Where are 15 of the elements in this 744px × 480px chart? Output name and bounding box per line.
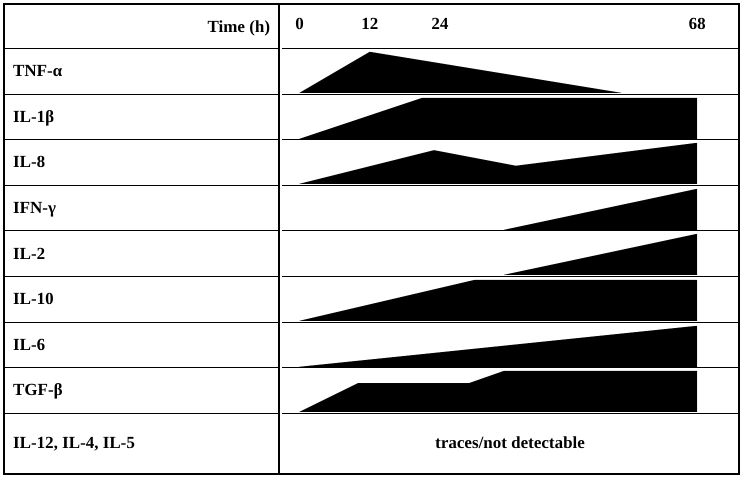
x-axis-title: Time (h): [5, 5, 280, 48]
y-axis-title: IL-10: [5, 276, 280, 322]
y-axis-title: IL-8: [5, 139, 280, 185]
y-axis-title: IL-1β: [5, 94, 280, 140]
x-tick-label: 24: [431, 14, 449, 33]
text: traces/not detectable: [434, 432, 586, 454]
y-axis-title: IL-6: [5, 322, 280, 368]
y-axis-title: IL-2: [5, 230, 280, 276]
y-axis-title: IFN-γ: [5, 184, 280, 230]
x-tick-label: 68: [688, 14, 706, 33]
y-axis-title: TNF-α: [5, 48, 280, 94]
x-tick-label: 0: [295, 14, 304, 33]
text: IL-12, IL-4, IL-5: [5, 412, 280, 473]
y-axis-title: TGF-β: [5, 367, 280, 413]
x-tick-label: 12: [361, 14, 378, 33]
